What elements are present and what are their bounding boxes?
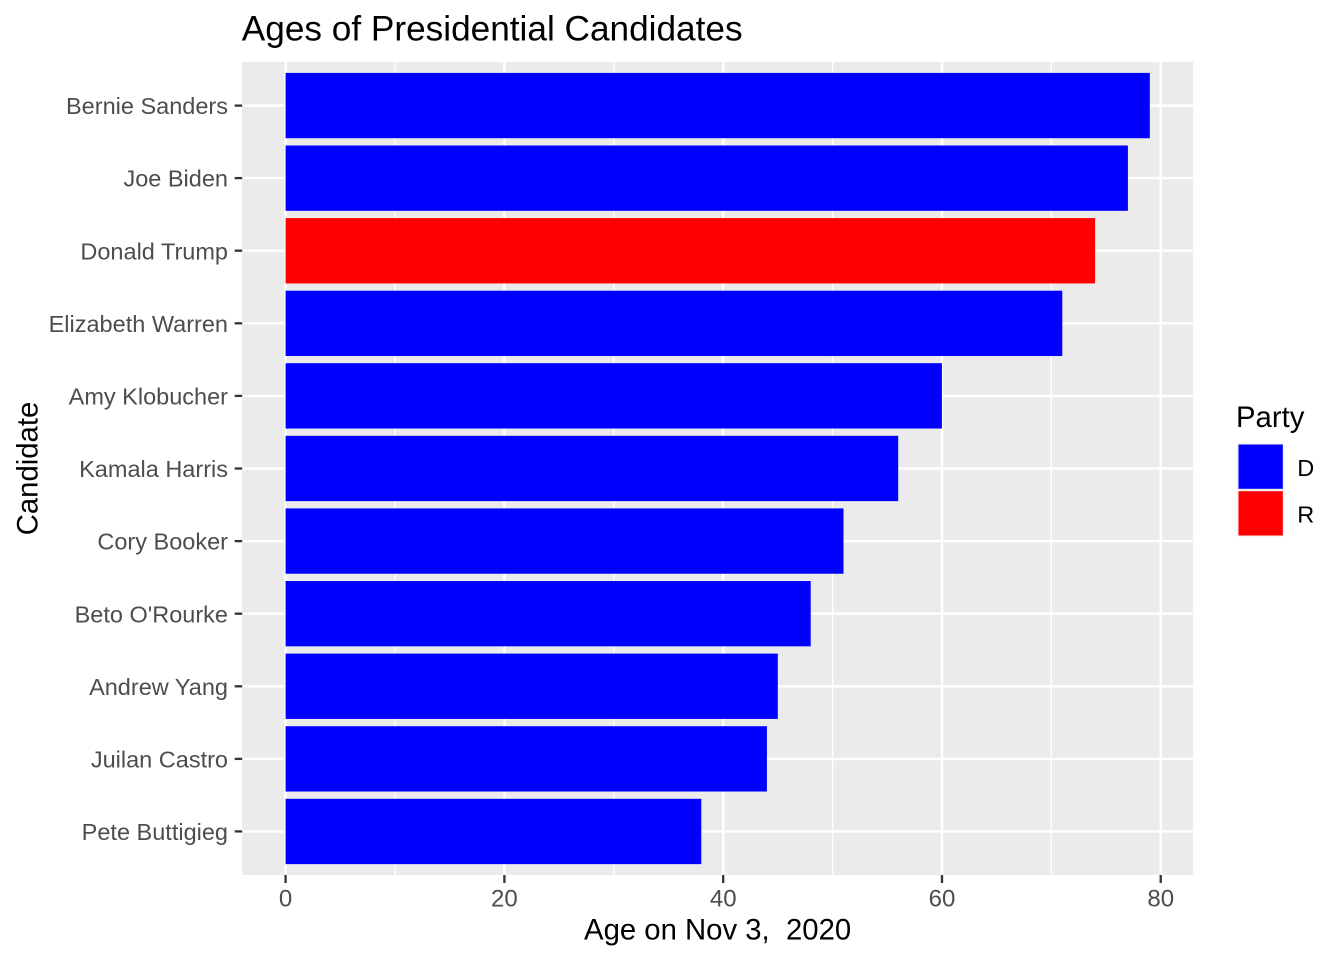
svg-text:80: 80 bbox=[1147, 886, 1174, 913]
svg-text:Amy Klobucher: Amy Klobucher bbox=[69, 384, 229, 410]
svg-text:Candidate: Candidate bbox=[12, 402, 45, 536]
svg-text:Pete Buttigieg: Pete Buttigieg bbox=[82, 819, 228, 845]
svg-text:D: D bbox=[1297, 455, 1314, 481]
svg-text:Cory Booker: Cory Booker bbox=[97, 529, 228, 555]
svg-text:Donald Trump: Donald Trump bbox=[80, 238, 228, 264]
svg-text:0: 0 bbox=[279, 886, 292, 913]
svg-text:Ages of Presidential Candidate: Ages of Presidential Candidates bbox=[242, 9, 743, 48]
svg-text:Age on Nov 3, 2020: Age on Nov 3, 2020 bbox=[584, 914, 851, 947]
svg-text:Elizabeth Warren: Elizabeth Warren bbox=[49, 311, 228, 337]
svg-text:60: 60 bbox=[929, 886, 956, 913]
svg-text:Beto O'Rourke: Beto O'Rourke bbox=[75, 601, 228, 627]
svg-text:Juilan Castro: Juilan Castro bbox=[91, 747, 228, 773]
svg-text:R: R bbox=[1297, 501, 1314, 527]
svg-text:40: 40 bbox=[710, 886, 737, 913]
svg-text:20: 20 bbox=[491, 886, 518, 913]
svg-text:Party: Party bbox=[1236, 401, 1305, 434]
svg-text:Andrew Yang: Andrew Yang bbox=[89, 674, 228, 700]
svg-text:Kamala Harris: Kamala Harris bbox=[79, 456, 228, 482]
svg-text:Joe Biden: Joe Biden bbox=[123, 166, 228, 192]
svg-text:Bernie Sanders: Bernie Sanders bbox=[66, 93, 228, 119]
